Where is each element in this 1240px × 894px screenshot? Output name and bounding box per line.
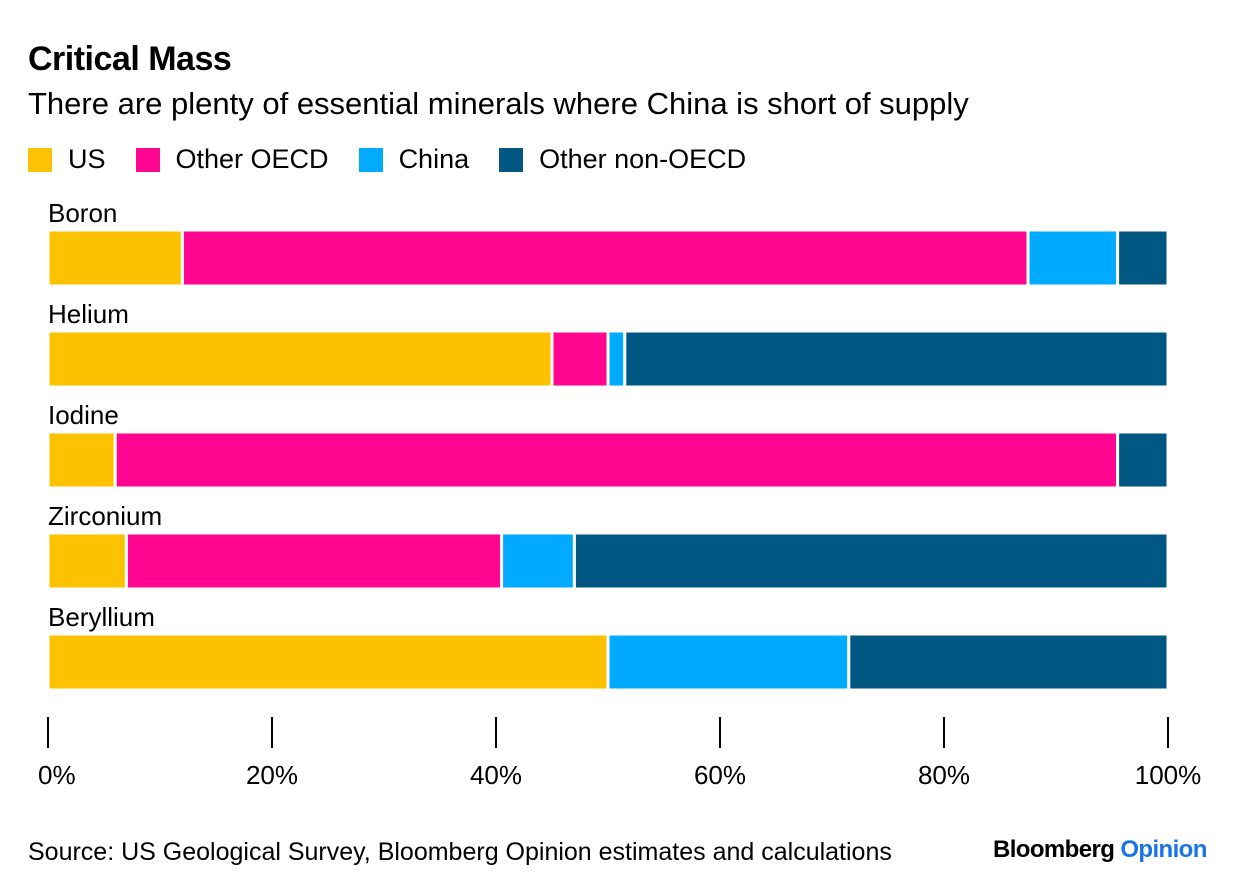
x-tick-label-3: 60% bbox=[694, 760, 746, 790]
legend: US Other OECD China Other non-OECD bbox=[28, 144, 776, 175]
bar-segment-helium-other-non-oecd bbox=[623, 329, 1170, 389]
bar-segment-beryllium-us bbox=[46, 632, 610, 692]
legend-swatch-other-non-oecd bbox=[499, 147, 524, 172]
category-label-boron: Boron bbox=[48, 198, 117, 228]
x-tick-label-5: 100% bbox=[1135, 760, 1202, 790]
bar-segment-boron-other-oecd bbox=[180, 228, 1030, 288]
bar-segment-zirconium-us bbox=[46, 531, 128, 591]
bar-segment-helium-other-oecd bbox=[550, 329, 610, 389]
legend-swatch-us bbox=[28, 147, 52, 172]
bar-segment-iodine-other-oecd bbox=[113, 430, 1120, 490]
legend-item-china: China bbox=[358, 144, 470, 175]
bar-segment-iodine-other-non-oecd bbox=[1116, 430, 1170, 490]
bar-segment-helium-us bbox=[46, 329, 554, 389]
legend-item-other-oecd: Other OECD bbox=[135, 144, 329, 175]
x-tick-label-4: 80% bbox=[918, 760, 970, 790]
legend-label-other-oecd: Other OECD bbox=[175, 144, 329, 174]
chart-title: Critical Mass bbox=[28, 40, 232, 78]
bar-segment-helium-china bbox=[606, 329, 627, 389]
legend-label-china: China bbox=[398, 144, 470, 174]
brand-secondary: Opinion bbox=[1120, 836, 1207, 863]
bar-segment-zirconium-china bbox=[500, 531, 576, 591]
legend-swatch-china bbox=[358, 147, 383, 172]
bar-segment-zirconium-other-oecd bbox=[124, 531, 504, 591]
x-tick-label-0: 0% bbox=[38, 760, 76, 790]
chart-subtitle: There are plenty of essential minerals w… bbox=[28, 86, 969, 121]
legend-item-us: US bbox=[28, 144, 106, 175]
bar-segment-zirconium-other-non-oecd bbox=[572, 531, 1170, 591]
bar-segment-boron-china bbox=[1026, 228, 1120, 288]
x-tick-label-2: 40% bbox=[470, 760, 522, 790]
legend-label-other-non-oecd: Other non-OECD bbox=[539, 144, 747, 174]
category-label-helium: Helium bbox=[48, 299, 129, 329]
bar-segment-beryllium-other-non-oecd bbox=[847, 632, 1170, 692]
bar-segment-boron-other-non-oecd bbox=[1116, 228, 1170, 288]
stacked-bar-chart: Boron Helium Iodine Zirconium Beryllium 0% 20%… bbox=[38, 198, 1202, 790]
bar-segment-iodine-us bbox=[46, 430, 117, 490]
legend-swatch-other-oecd bbox=[135, 147, 160, 172]
category-label-zirconium: Zirconium bbox=[48, 501, 162, 531]
bloomberg-opinion-logo: Bloomberg Opinion bbox=[993, 836, 1207, 864]
legend-item-other-non-oecd: Other non-OECD bbox=[499, 144, 746, 175]
category-label-beryllium: Beryllium bbox=[48, 602, 155, 632]
x-tick-label-1: 20% bbox=[246, 760, 298, 790]
bar-segment-boron-us bbox=[46, 228, 184, 288]
legend-label-us: US bbox=[68, 144, 106, 174]
brand-primary: Bloomberg bbox=[993, 836, 1115, 863]
bar-segment-beryllium-china bbox=[606, 632, 851, 692]
source-note: Source: US Geological Survey, Bloomberg … bbox=[28, 838, 892, 866]
category-label-iodine: Iodine bbox=[48, 400, 119, 430]
